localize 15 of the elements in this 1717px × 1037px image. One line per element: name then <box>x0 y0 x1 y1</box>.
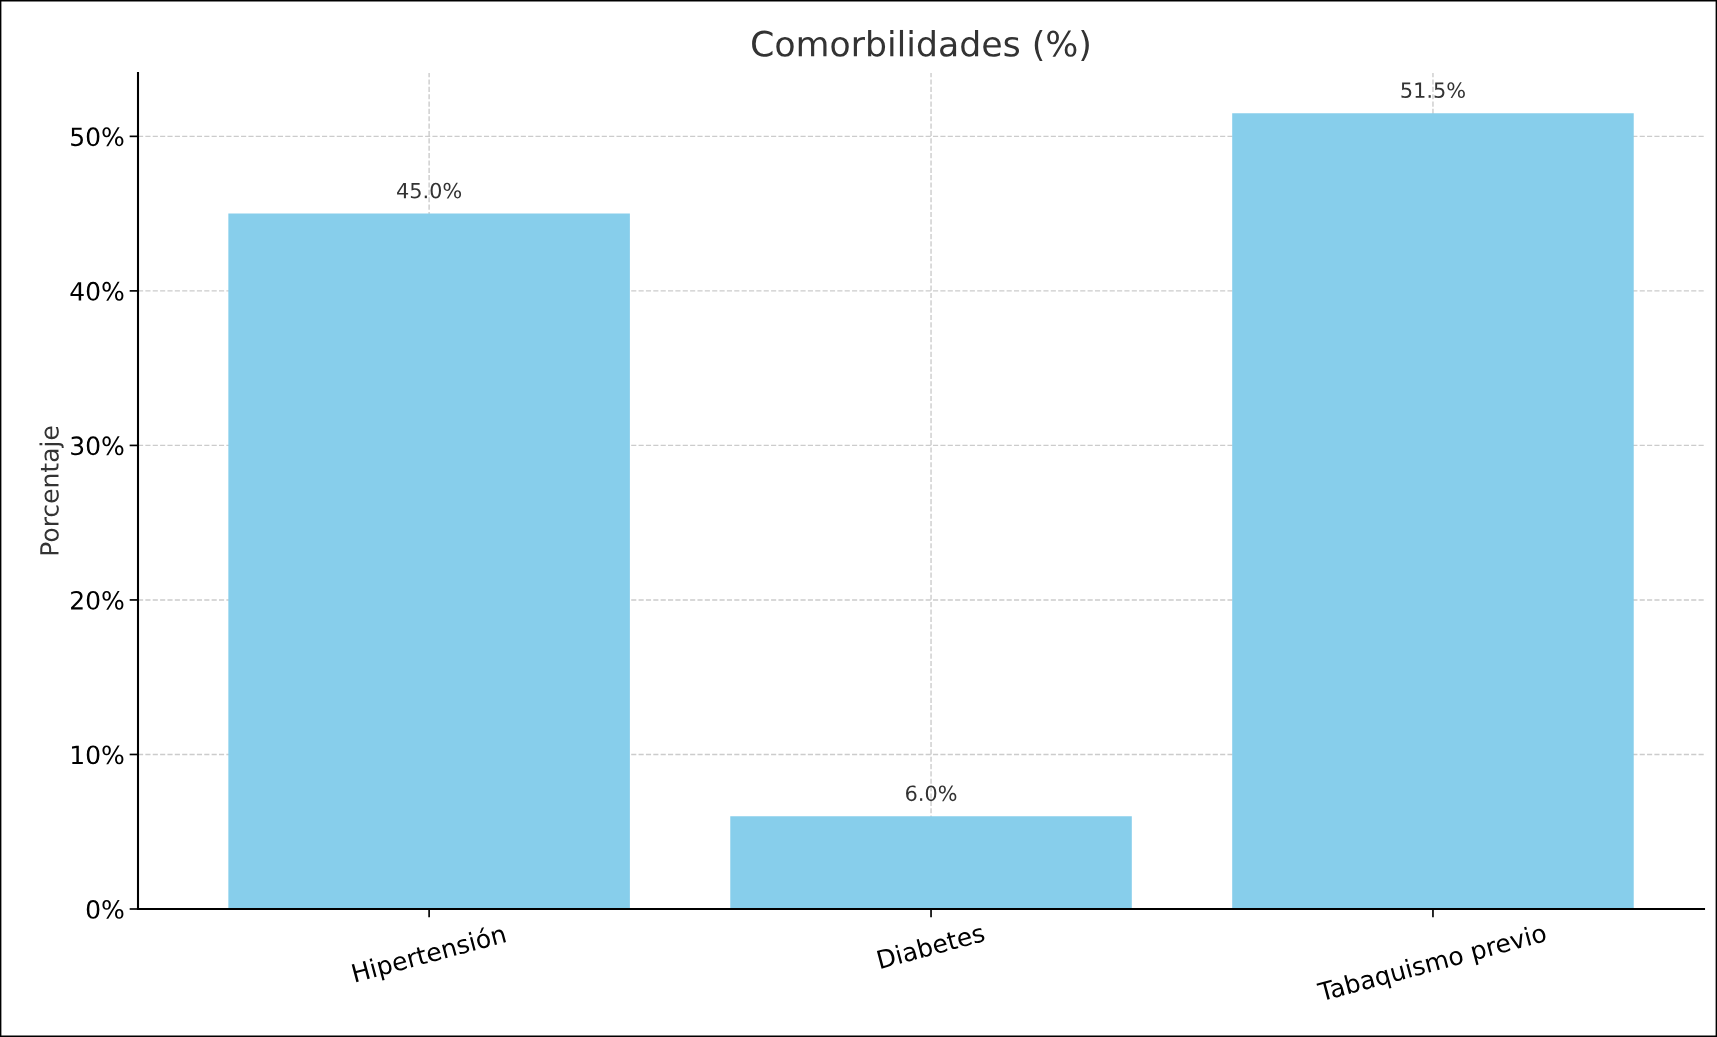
bar <box>730 816 1132 909</box>
y-tick-label: 40% <box>70 281 124 301</box>
bar <box>1232 113 1634 909</box>
y-tick-label: 10% <box>71 745 124 765</box>
x-tick-label: Diabetes <box>876 922 986 969</box>
data-label: 51.5% <box>1401 82 1465 99</box>
y-tick-label: 50% <box>71 127 124 147</box>
bar <box>228 213 630 909</box>
y-tick-label: 0% <box>86 899 124 919</box>
data-label: 45.0% <box>397 182 462 199</box>
chart-title: Comorbilidades (%) <box>752 29 1089 61</box>
y-axis-title: Porcentaje <box>39 426 64 555</box>
y-tick-label: 20% <box>71 590 124 610</box>
y-tick-label: 30% <box>71 436 124 456</box>
data-label: 6.0% <box>906 785 957 802</box>
